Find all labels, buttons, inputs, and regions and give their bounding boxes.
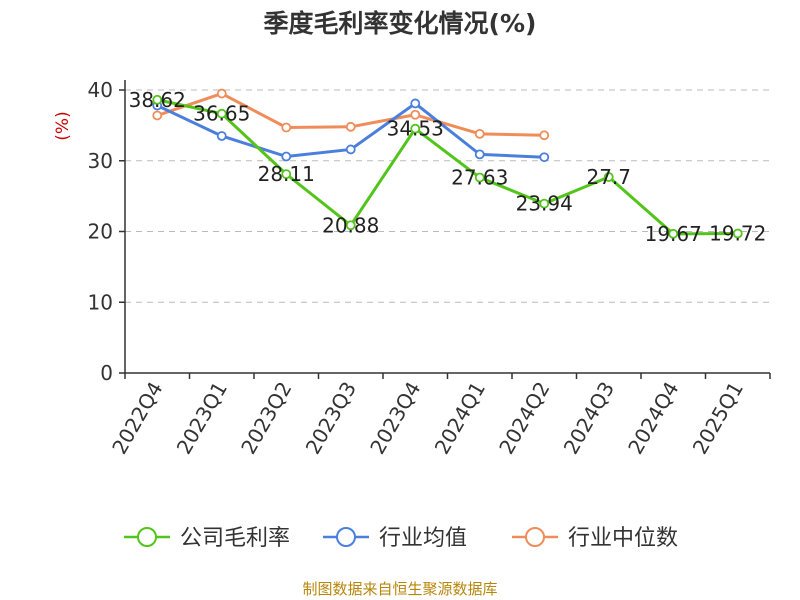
data-point (152, 94, 163, 105)
data-point (732, 228, 743, 239)
x-tick-label: 2024Q3 (559, 378, 619, 459)
data-point (474, 128, 485, 139)
legend-marker (525, 527, 545, 547)
y-tick-label: 10 (88, 290, 113, 314)
data-point (539, 130, 550, 141)
legend-label: 行业均值 (379, 526, 467, 551)
gridlines (125, 89, 770, 303)
legend-label: 行业中位数 (568, 526, 678, 551)
data-point (281, 151, 292, 162)
data-label: 20.88 (322, 213, 379, 237)
data-label: 34.53 (387, 117, 444, 141)
x-tick-label: 2024Q4 (623, 378, 683, 459)
series-lines (152, 88, 743, 239)
x-tick-label: 2024Q1 (430, 378, 490, 459)
data-point (668, 228, 679, 239)
x-tick-label: 2023Q4 (365, 378, 425, 459)
x-tick-label: 2025Q1 (688, 378, 748, 459)
series-line (156, 98, 738, 236)
data-label: 27.63 (451, 166, 508, 190)
data-point (281, 169, 292, 180)
x-tick-label: 2024Q2 (494, 378, 554, 459)
data-point (345, 220, 356, 231)
data-point (539, 152, 550, 163)
data-point (345, 121, 356, 132)
data-label: 28.11 (258, 162, 315, 186)
data-point (216, 131, 227, 141)
data-point (539, 198, 550, 209)
legend-label: 公司毛利率 (180, 526, 290, 551)
data-point (410, 98, 421, 109)
y-tick-label: 40 (88, 78, 113, 102)
data-label: 19.67 (645, 222, 702, 246)
data-label: 19.72 (709, 221, 766, 245)
y-tick-label: 20 (88, 220, 113, 244)
legend: 公司毛利率 行业均值 行业中位数 (124, 526, 678, 551)
y-tick-label: 30 (88, 149, 113, 173)
data-label: 27.7 (586, 165, 631, 189)
y-axis-label: (%) (53, 111, 73, 140)
legend-marker (336, 527, 356, 547)
data-point (216, 108, 227, 119)
data-point (216, 88, 227, 99)
data-point (603, 172, 614, 182)
data-point (152, 110, 163, 121)
data-point (474, 149, 485, 160)
data-label: 38.62 (129, 88, 186, 112)
data-point (410, 123, 421, 134)
y-tick-label: 0 (100, 361, 113, 385)
data-label: 36.65 (193, 102, 250, 126)
data-point (474, 172, 485, 183)
legend-marker (137, 527, 157, 547)
data-point (410, 109, 421, 120)
data-label: 23.94 (516, 192, 573, 216)
x-tick-label: 2023Q1 (172, 378, 232, 459)
source-note: 制图数据来自恒生聚源数据库 (302, 580, 498, 598)
x-tick-label: 2023Q3 (301, 378, 361, 459)
data-point (281, 122, 292, 133)
data-point (345, 144, 356, 155)
x-tick-label: 2023Q2 (236, 378, 296, 459)
x-tick-label: 2022Q4 (107, 378, 167, 459)
data-labels: 38.62 36.65 28.11 20.88 34.53 27.63 23.94 27.7 1… (129, 88, 767, 246)
chart-title: 季度毛利率变化情况(%) (263, 9, 537, 38)
